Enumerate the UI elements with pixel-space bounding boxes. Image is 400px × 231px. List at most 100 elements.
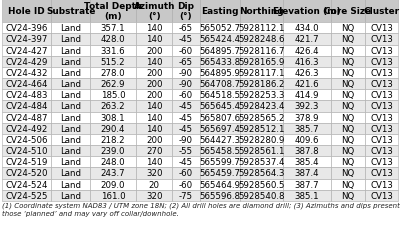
Text: NQ: NQ [341,158,354,167]
Text: 565459.7: 565459.7 [199,169,240,178]
Bar [136,157,172,168]
Text: Easting: Easting [201,7,238,16]
Text: NQ: NQ [341,46,354,55]
Bar [365,56,398,68]
Bar [172,123,200,134]
Bar [365,190,398,201]
Bar [365,34,398,45]
Text: 5928560.5: 5928560.5 [238,180,285,189]
Text: 320: 320 [146,191,162,200]
Bar [240,68,283,79]
Text: 140: 140 [146,124,162,133]
Text: 385.1: 385.1 [295,191,319,200]
Text: CV13: CV13 [370,191,393,200]
Text: 565458.5: 565458.5 [199,146,240,155]
Bar [2,56,51,68]
Text: 5928423.4: 5928423.4 [238,102,285,111]
Bar [365,0,398,23]
Bar [136,190,172,201]
Text: Land: Land [60,158,81,167]
Bar [240,123,283,134]
Bar [331,134,365,145]
Bar [136,0,172,23]
Bar [90,79,136,90]
Text: NQ: NQ [341,91,354,100]
Text: Core Size: Core Size [324,7,371,16]
Text: 5928165.9: 5928165.9 [238,58,285,67]
Text: Land: Land [60,113,81,122]
Bar [90,123,136,134]
Bar [331,190,365,201]
Bar [2,190,51,201]
Text: 426.3: 426.3 [295,69,319,78]
Text: Hole ID: Hole ID [8,7,45,16]
Text: CV24-519: CV24-519 [6,158,48,167]
Bar [240,134,283,145]
Text: 308.1: 308.1 [101,113,126,122]
Bar [240,34,283,45]
Text: 565807.6: 565807.6 [199,113,240,122]
Bar [51,79,90,90]
Bar [240,145,283,157]
Text: 5928512.1: 5928512.1 [238,124,285,133]
Bar [172,179,200,190]
Text: -65: -65 [179,58,193,67]
Text: -90: -90 [179,135,193,144]
Bar [172,112,200,123]
Text: Land: Land [60,91,81,100]
Bar [172,145,200,157]
Text: 200: 200 [146,91,162,100]
Text: 185.0: 185.0 [101,91,126,100]
Text: CV13: CV13 [370,91,393,100]
Bar [90,68,136,79]
Text: 5928561.1: 5928561.1 [238,146,285,155]
Text: Land: Land [60,69,81,78]
Bar [51,145,90,157]
Bar [365,179,398,190]
Text: NQ: NQ [341,191,354,200]
Bar [200,157,240,168]
Bar [331,145,365,157]
Bar [200,145,240,157]
Text: CV24-520: CV24-520 [5,169,48,178]
Text: CV24-432: CV24-432 [5,69,48,78]
Text: CV13: CV13 [370,124,393,133]
Text: CV13: CV13 [370,102,393,111]
Text: 564895.7: 564895.7 [199,46,240,55]
Bar [90,56,136,68]
Bar [283,179,331,190]
Bar [240,112,283,123]
Bar [90,145,136,157]
Bar [283,190,331,201]
Text: CV13: CV13 [370,135,393,144]
Bar [240,56,283,68]
Bar [172,157,200,168]
Text: -90: -90 [179,80,193,89]
Bar [331,179,365,190]
Bar [283,0,331,23]
Bar [200,79,240,90]
Text: Land: Land [60,35,81,44]
Text: -65: -65 [179,24,193,33]
Bar [283,56,331,68]
Bar [200,190,240,201]
Text: NQ: NQ [341,169,354,178]
Text: Land: Land [60,146,81,155]
Text: Land: Land [60,58,81,67]
Bar [51,123,90,134]
Text: Northing: Northing [239,7,284,16]
Text: (1) Coordinate system NAD83 / UTM zone 18N; (2) All drill holes are diamond dril: (1) Coordinate system NAD83 / UTM zone 1… [2,202,400,216]
Bar [283,157,331,168]
Text: 218.2: 218.2 [101,135,126,144]
Text: 5928186.2: 5928186.2 [238,80,285,89]
Bar [200,23,240,34]
Text: 387.4: 387.4 [295,169,319,178]
Bar [365,101,398,112]
Bar [136,23,172,34]
Text: 565052.7: 565052.7 [199,24,240,33]
Bar [2,168,51,179]
Text: -45: -45 [179,113,193,122]
Bar [90,168,136,179]
Text: Land: Land [60,169,81,178]
Bar [172,0,200,23]
